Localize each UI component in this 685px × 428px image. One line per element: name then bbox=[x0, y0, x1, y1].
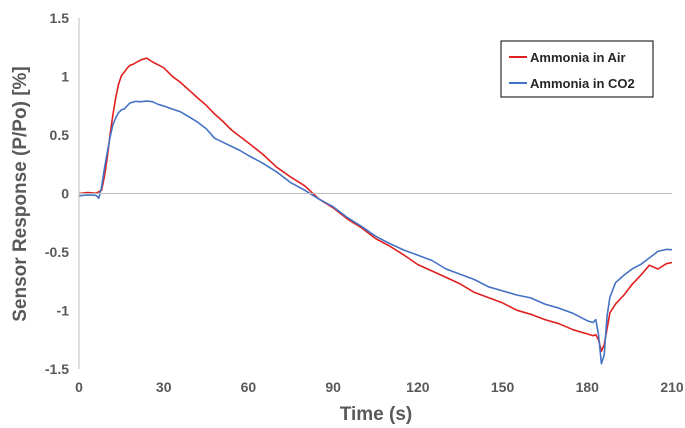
legend-label-ammonia-co2: Ammonia in CO2 bbox=[530, 76, 635, 91]
x-tick-label: 90 bbox=[325, 379, 341, 395]
series-line-ammonia-air bbox=[78, 57, 673, 353]
y-axis-title: Sensor Response (P/Po) [%] bbox=[10, 66, 31, 322]
x-tick-label: 30 bbox=[156, 379, 172, 395]
x-axis-title: Time (s) bbox=[340, 404, 413, 425]
y-tick-label: 0 bbox=[61, 186, 69, 202]
x-tick-label: 120 bbox=[406, 379, 430, 395]
legend: Ammonia in Air Ammonia in CO2 bbox=[500, 40, 654, 98]
tick-labels: 1.5 1 0.5 0 -0.5 -1 -1.5 0 30 60 90 120 150 180 210 bbox=[45, 10, 684, 395]
y-tick-label: -1.5 bbox=[45, 361, 69, 377]
axes bbox=[78, 18, 672, 369]
x-tick-label: 60 bbox=[241, 379, 257, 395]
y-tick-label: 1.5 bbox=[50, 10, 70, 26]
x-tick-label: 210 bbox=[660, 379, 684, 395]
plot-area bbox=[78, 57, 673, 365]
legend-box bbox=[500, 40, 654, 98]
legend-label-ammonia-air: Ammonia in Air bbox=[530, 50, 626, 65]
x-tick-label: 0 bbox=[75, 379, 83, 395]
x-tick-label: 150 bbox=[491, 379, 515, 395]
x-tick-label: 180 bbox=[576, 379, 600, 395]
y-tick-label: 1 bbox=[61, 69, 69, 85]
y-tick-label: -1 bbox=[57, 303, 70, 319]
y-tick-label: 0.5 bbox=[50, 127, 70, 143]
y-tick-label: -0.5 bbox=[45, 244, 69, 260]
series-line-ammonia-co2 bbox=[78, 100, 673, 365]
